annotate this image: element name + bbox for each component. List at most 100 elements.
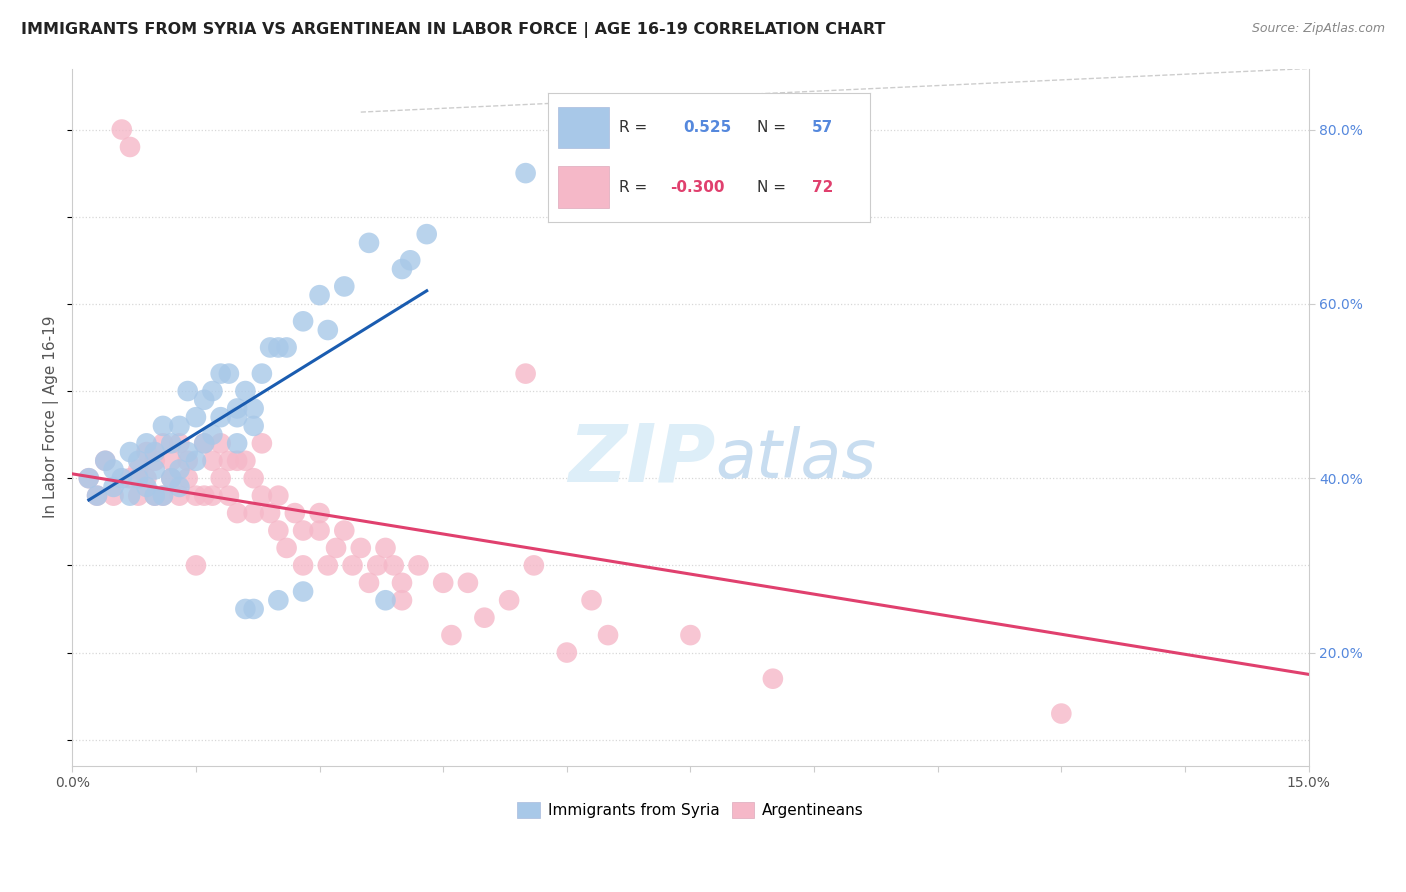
Point [176, 471, 198, 485]
Point [201, 489, 224, 503]
Point [218, 489, 240, 503]
Point [103, 462, 125, 476]
Point [276, 541, 298, 555]
Point [77, 471, 100, 485]
Point [226, 436, 249, 450]
Point [118, 489, 141, 503]
Point [169, 436, 191, 450]
Point [118, 140, 141, 154]
Point [143, 462, 166, 476]
Point [169, 489, 191, 503]
Point [193, 436, 215, 450]
Point [374, 593, 396, 607]
Point [226, 401, 249, 416]
Point [118, 445, 141, 459]
Point [259, 506, 281, 520]
Text: atlas: atlas [716, 426, 876, 492]
Point [250, 436, 273, 450]
Point [342, 558, 364, 573]
Point [94, 454, 117, 468]
Point [316, 558, 339, 573]
Point [103, 489, 125, 503]
Point [184, 558, 207, 573]
Y-axis label: In Labor Force | Age 16-19: In Labor Force | Age 16-19 [44, 316, 59, 518]
Text: IMMIGRANTS FROM SYRIA VS ARGENTINEAN IN LABOR FORCE | AGE 16-19 CORRELATION CHAR: IMMIGRANTS FROM SYRIA VS ARGENTINEAN IN … [21, 22, 886, 38]
Point [250, 367, 273, 381]
Point [357, 575, 380, 590]
Point [127, 489, 149, 503]
Point [391, 593, 413, 607]
Point [86, 489, 108, 503]
Point [218, 367, 240, 381]
Point [94, 454, 117, 468]
Point [135, 436, 157, 450]
Point [226, 454, 249, 468]
Point [176, 384, 198, 398]
Point [374, 541, 396, 555]
Text: Source: ZipAtlas.com: Source: ZipAtlas.com [1251, 22, 1385, 36]
Point [209, 471, 232, 485]
Point [169, 462, 191, 476]
Point [201, 427, 224, 442]
Point [201, 384, 224, 398]
Point [399, 253, 422, 268]
Point [103, 480, 125, 494]
Point [267, 489, 290, 503]
Point [250, 489, 273, 503]
Point [193, 489, 215, 503]
Point [308, 506, 330, 520]
Point [152, 418, 174, 433]
Point [135, 480, 157, 494]
Point [276, 341, 298, 355]
Point [432, 575, 454, 590]
Point [209, 436, 232, 450]
Point [474, 610, 496, 624]
Point [209, 410, 232, 425]
Point [193, 436, 215, 450]
Point [226, 410, 249, 425]
Point [242, 401, 264, 416]
Point [555, 646, 578, 660]
Point [382, 558, 405, 573]
Point [143, 489, 166, 503]
Point [193, 392, 215, 407]
Point [284, 506, 307, 520]
Point [292, 524, 315, 538]
Point [127, 462, 149, 476]
Point [350, 541, 373, 555]
Point [515, 367, 537, 381]
Point [176, 454, 198, 468]
Point [160, 471, 183, 485]
Point [762, 672, 785, 686]
Point [333, 279, 356, 293]
Point [143, 445, 166, 459]
Point [176, 445, 198, 459]
Point [308, 288, 330, 302]
Point [184, 489, 207, 503]
Text: ZIP: ZIP [568, 420, 716, 498]
Point [267, 593, 290, 607]
Point [135, 471, 157, 485]
Point [235, 602, 257, 616]
Point [308, 524, 330, 538]
Point [160, 454, 183, 468]
Point [366, 558, 388, 573]
Point [242, 602, 264, 616]
Point [111, 471, 134, 485]
Point [143, 454, 166, 468]
Point [292, 314, 315, 328]
Point [218, 454, 240, 468]
Point [152, 489, 174, 503]
Point [1050, 706, 1073, 721]
Point [267, 341, 290, 355]
Point [184, 410, 207, 425]
Point [242, 471, 264, 485]
Point [86, 489, 108, 503]
Point [523, 558, 546, 573]
Point [391, 262, 413, 277]
Point [292, 584, 315, 599]
Point [160, 436, 183, 450]
Point [77, 471, 100, 485]
Point [118, 471, 141, 485]
Point [596, 628, 619, 642]
